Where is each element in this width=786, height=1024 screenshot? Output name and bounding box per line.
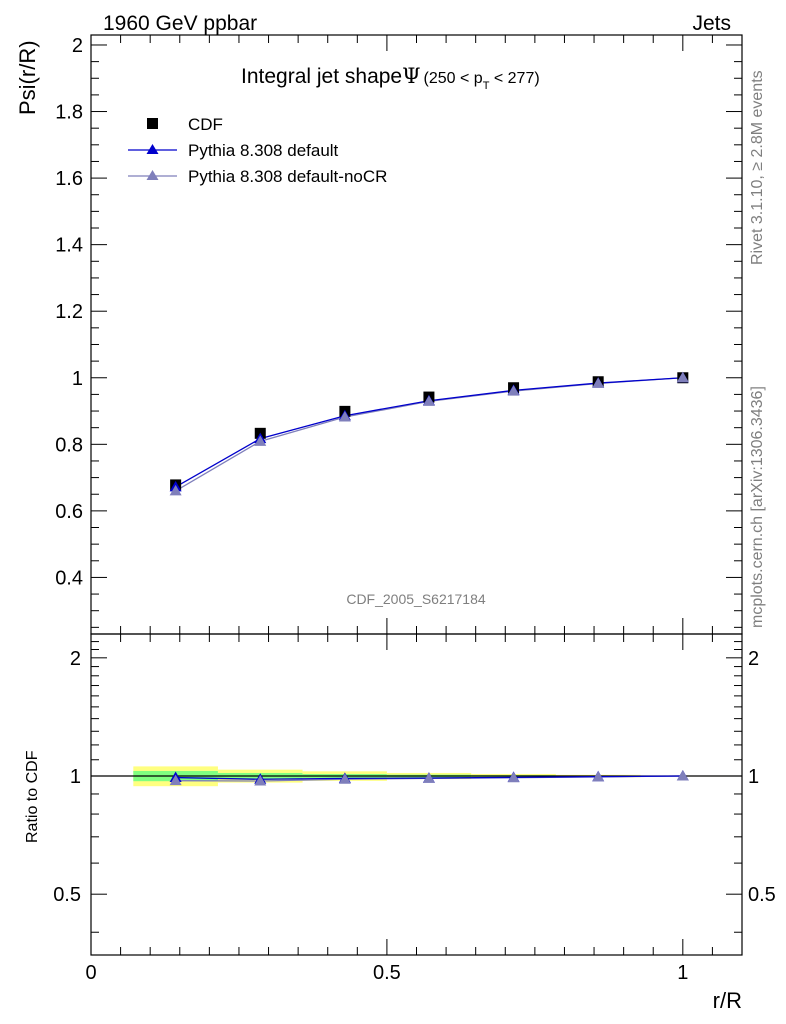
y-tick-label: 1.2: [55, 301, 83, 323]
ratio-point-2: [422, 772, 435, 783]
legend-marker-nocr: [146, 170, 159, 180]
series-point-2: [254, 435, 267, 446]
rivet-label: Rivet 3.1.10, ≥ 2.8M events: [749, 70, 766, 265]
mcplots-label: mcplots.cern.ch [arXiv:1306.3436]: [749, 386, 766, 628]
chart-title-range-close: < 277): [489, 70, 539, 87]
legend-label-default: Pythia 8.308 default: [188, 141, 339, 160]
ratio-point-2: [169, 774, 182, 786]
ratio-tick-label-right: 0.5: [748, 884, 776, 906]
series-point-2: [422, 395, 435, 406]
x-tick-label: 0.5: [373, 962, 401, 984]
analysis-watermark: CDF_2005_S6217184: [346, 591, 486, 607]
series-point-2: [676, 371, 689, 383]
chart-title: Integral jet shapeΨ (250 < pT < 277): [241, 64, 540, 92]
chart-title-text: Integral jet shape: [241, 65, 402, 88]
y-tick-label: 0.8: [55, 434, 83, 456]
y-tick-label: 0.4: [55, 567, 83, 589]
legend: CDF Pythia 8.308 default Pythia 8.308 de…: [128, 115, 387, 186]
ratio-tick-label-right: 2: [748, 648, 759, 670]
series-point-2: [338, 411, 351, 422]
ratio-tick-label: 2: [70, 648, 81, 670]
ratio-axis-title: Ratio to CDF: [24, 750, 41, 843]
x-tick-label: 1: [677, 962, 688, 984]
series-point-2: [169, 484, 182, 496]
y-tick-label: 2: [72, 35, 83, 57]
y-tick-label: 1: [72, 368, 83, 390]
y-tick-label: 1.6: [55, 168, 83, 190]
ratio-tick-label-right: 1: [748, 766, 759, 788]
header-right: Jets: [692, 12, 731, 35]
x-axis-title: r/R: [713, 988, 742, 1013]
y-tick-label: 1.8: [55, 102, 83, 124]
legend-marker-cdf: [147, 118, 158, 129]
ratio-point-2: [507, 771, 520, 783]
legend-marker-default: [146, 144, 159, 154]
main-axis-ticks: 0.4 0.6 0.8 1 1.2 1.4 1.6 1.8 2: [55, 35, 743, 634]
series-point-2: [592, 377, 605, 388]
header-left: 1960 GeV ppbar: [103, 12, 257, 35]
ratio-series: [169, 770, 689, 786]
ratio-tick-label: 1: [70, 766, 81, 788]
legend-label-cdf: CDF: [188, 115, 223, 134]
legend-label-nocr: Pythia 8.308 default-noCR: [188, 167, 387, 186]
chart-title-range-sub: T: [483, 80, 490, 92]
ratio-axis-ticks: 0 0.5 1 0.5 0.5 1 1 2 2: [53, 634, 776, 984]
ratio-point-2: [676, 770, 689, 781]
chart-title-symbol: Ψ: [402, 64, 420, 88]
series-point-2: [507, 385, 520, 396]
ratio-point-2: [254, 775, 267, 786]
y-tick-label: 0.6: [55, 501, 83, 523]
ratio-point-2: [592, 770, 605, 782]
y-axis-title: Psi(r/R): [15, 40, 40, 115]
ratio-plot-frame: [90, 633, 743, 956]
main-series: [169, 371, 689, 496]
y-tick-label: 1.4: [55, 235, 83, 257]
x-tick-label: 0: [85, 962, 96, 984]
ratio-tick-label: 0.5: [53, 884, 81, 906]
chart-title-range-open: (250 < p: [424, 70, 483, 87]
ratio-point-2: [338, 773, 351, 784]
